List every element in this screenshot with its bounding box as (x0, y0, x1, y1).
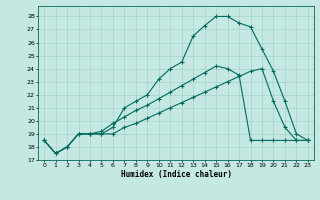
X-axis label: Humidex (Indice chaleur): Humidex (Indice chaleur) (121, 170, 231, 179)
